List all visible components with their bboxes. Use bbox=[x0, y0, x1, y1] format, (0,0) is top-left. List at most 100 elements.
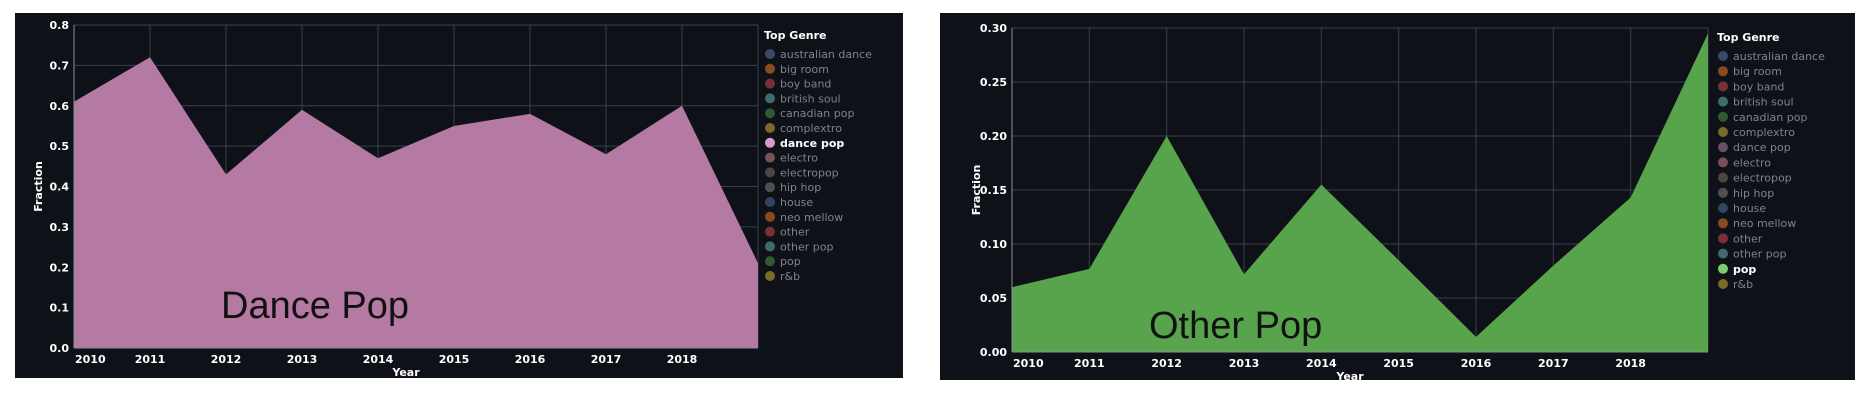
other-pop-area-chart: 0.00 0.05 0.10 0.15 0.20 0.25 0.30 2010 2011 2012… bbox=[970, 22, 1825, 380]
legend-label: australian dance bbox=[1733, 50, 1825, 63]
legend-swatch-icon bbox=[1718, 142, 1728, 153]
legend-label: electro bbox=[1733, 156, 1771, 169]
legend-swatch-icon bbox=[1718, 157, 1728, 168]
y-tick-label: 0.15 bbox=[980, 184, 1007, 197]
legend-swatch-icon bbox=[1718, 263, 1728, 274]
legend-item[interactable]: other bbox=[1718, 232, 1763, 245]
legend-item[interactable]: electropop bbox=[1718, 172, 1792, 185]
legend-item[interactable]: house bbox=[765, 196, 813, 209]
legend-label: electropop bbox=[1733, 172, 1792, 185]
legend-item[interactable]: pop bbox=[1718, 263, 1756, 276]
legend-label: canadian pop bbox=[780, 107, 854, 120]
legend-swatch-icon bbox=[1718, 96, 1728, 107]
legend-swatch-icon bbox=[1718, 279, 1728, 289]
legend-label: big room bbox=[780, 63, 829, 76]
legend-label: hip hop bbox=[1733, 187, 1774, 200]
legend-label: british soul bbox=[1733, 96, 1794, 109]
x-tick-label: 2018 bbox=[667, 353, 698, 366]
y-tick-label: 0.20 bbox=[980, 130, 1007, 143]
legend-swatch-icon bbox=[765, 63, 775, 74]
legend-item[interactable]: electro bbox=[765, 152, 818, 165]
legend-title: Top Genre bbox=[1717, 31, 1780, 44]
y-tick-label: 0.10 bbox=[980, 238, 1007, 251]
legend-swatch-icon bbox=[1718, 203, 1728, 213]
legend-item[interactable]: complextro bbox=[1718, 126, 1795, 139]
legend-item[interactable]: australian dance bbox=[1718, 50, 1825, 63]
y-axis-title: Fraction bbox=[970, 165, 983, 216]
y-tick-label: 0.30 bbox=[980, 22, 1007, 35]
legend-item[interactable]: boy band bbox=[1718, 80, 1784, 93]
y-tick-label: 0.7 bbox=[50, 59, 70, 72]
legend-item[interactable]: dance pop bbox=[765, 137, 844, 150]
legend-swatch-icon bbox=[1718, 187, 1728, 198]
legend-item[interactable]: house bbox=[1718, 202, 1766, 215]
legend-label: dance pop bbox=[780, 137, 844, 150]
legend-label: other pop bbox=[780, 240, 834, 253]
legend-label: boy band bbox=[1733, 80, 1784, 93]
legend-item[interactable]: other pop bbox=[765, 240, 834, 253]
legend-item[interactable]: pop bbox=[765, 255, 801, 268]
legend-item[interactable]: canadian pop bbox=[1718, 111, 1807, 124]
legend-item[interactable]: british soul bbox=[1718, 96, 1794, 109]
legend-swatch-icon bbox=[765, 49, 775, 59]
legend-swatch-icon bbox=[1718, 233, 1728, 244]
dance-pop-chart-panel: 0.0 0.1 0.2 0.3 0.4 0.5 0.6 0.7 0.8 2010 2011 2012 2… bbox=[15, 13, 903, 378]
legend-swatch-icon bbox=[765, 211, 775, 222]
legend-swatch-icon bbox=[765, 78, 775, 89]
legend-item[interactable]: hip hop bbox=[1718, 187, 1774, 200]
x-axis-title: Year bbox=[1335, 370, 1364, 380]
y-tick-label: 0.2 bbox=[50, 261, 70, 274]
legend-swatch-icon bbox=[1718, 127, 1728, 137]
legend-swatch-icon bbox=[765, 93, 775, 104]
legend-swatch-icon bbox=[1718, 51, 1728, 61]
legend-swatch-icon bbox=[1718, 218, 1728, 229]
legend-item[interactable]: hip hop bbox=[765, 181, 821, 194]
legend-label: big room bbox=[1733, 65, 1782, 78]
legend-swatch-icon bbox=[1718, 172, 1728, 183]
legend-swatch-icon bbox=[765, 152, 775, 163]
legend-item[interactable]: australian dance bbox=[765, 48, 872, 61]
legend-swatch-icon bbox=[765, 182, 775, 193]
legend-swatch-icon bbox=[765, 226, 775, 237]
legend-swatch-icon bbox=[765, 241, 775, 252]
legend-item[interactable]: other pop bbox=[1718, 248, 1787, 261]
legend-item[interactable]: other bbox=[765, 226, 810, 239]
legend-item[interactable]: electro bbox=[1718, 156, 1771, 169]
x-tick-label: 2014 bbox=[363, 353, 394, 366]
legend-item[interactable]: big room bbox=[1718, 65, 1782, 78]
legend-swatch-icon bbox=[1718, 66, 1728, 77]
legend-item[interactable]: british soul bbox=[765, 92, 841, 105]
legend-swatch-icon bbox=[1718, 248, 1728, 259]
legend-item[interactable]: boy band bbox=[765, 78, 831, 91]
legend-item[interactable]: r&b bbox=[765, 270, 800, 283]
legend-item[interactable]: neo mellow bbox=[765, 211, 843, 224]
dance-pop-legend: Top Genre australian dance big room boy ban… bbox=[764, 29, 872, 283]
legend-item[interactable]: canadian pop bbox=[765, 107, 854, 120]
x-tick-label: 2010 bbox=[75, 353, 106, 366]
x-tick-label: 2011 bbox=[1074, 357, 1105, 370]
dance-pop-overlay-label: Dance Pop bbox=[221, 285, 409, 327]
dance-pop-area-series bbox=[74, 57, 758, 349]
legend-item[interactable]: neo mellow bbox=[1718, 217, 1796, 230]
y-tick-label: 0.3 bbox=[50, 221, 70, 234]
legend-label: r&b bbox=[780, 270, 800, 283]
legend-item[interactable]: dance pop bbox=[1718, 141, 1791, 154]
y-tick-label: 0.5 bbox=[50, 140, 70, 153]
legend-item[interactable]: electropop bbox=[765, 166, 839, 179]
legend-swatch-icon bbox=[1718, 81, 1728, 92]
y-axis-title: Fraction bbox=[32, 161, 45, 212]
legend-label: electropop bbox=[780, 166, 839, 179]
legend-swatch-icon bbox=[765, 256, 775, 267]
legend-item[interactable]: big room bbox=[765, 63, 829, 76]
legend-label: hip hop bbox=[780, 181, 821, 194]
legend-label: r&b bbox=[1733, 278, 1753, 291]
legend-label: boy band bbox=[780, 78, 831, 91]
dance-pop-area-chart: 0.0 0.1 0.2 0.3 0.4 0.5 0.6 0.7 0.8 2010 2011 2012 2… bbox=[32, 19, 872, 378]
legend-item[interactable]: complextro bbox=[765, 122, 842, 135]
legend-label: british soul bbox=[780, 92, 841, 105]
legend-label: electro bbox=[780, 152, 818, 165]
x-tick-label: 2016 bbox=[515, 353, 546, 366]
x-tick-label: 2017 bbox=[591, 353, 622, 366]
legend-label: other bbox=[1733, 232, 1763, 245]
legend-item[interactable]: r&b bbox=[1718, 278, 1753, 291]
